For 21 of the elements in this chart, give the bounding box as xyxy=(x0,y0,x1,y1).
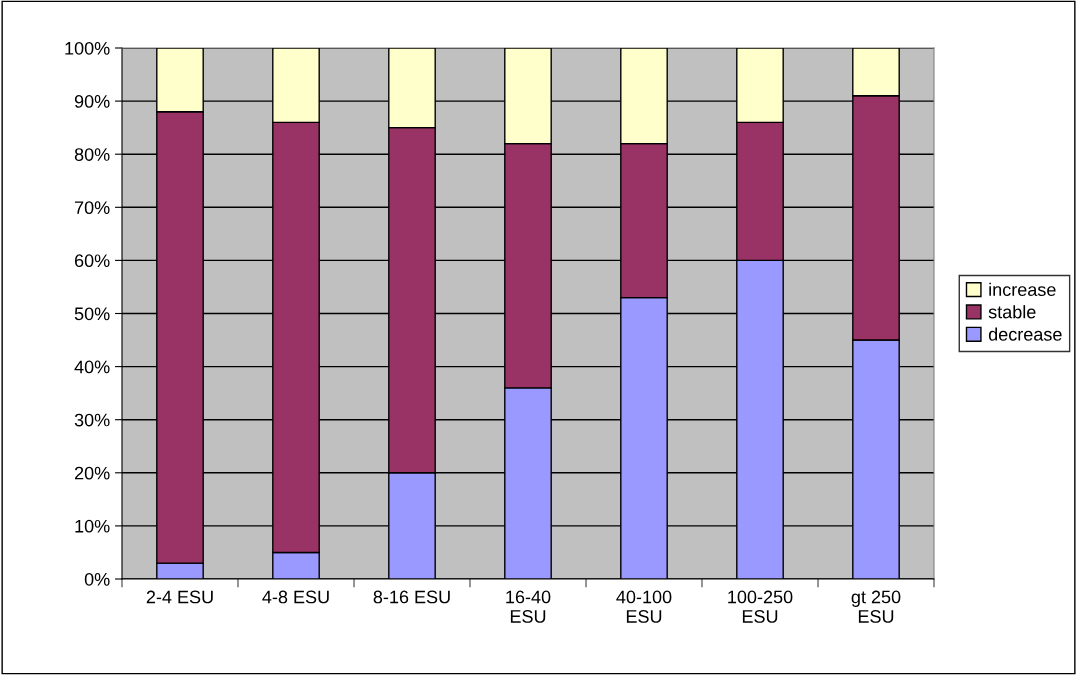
x-tick-label: 8-16 ESU xyxy=(373,590,450,604)
y-tick-label: 90% xyxy=(74,95,110,108)
y-tick-label: 50% xyxy=(74,307,110,321)
legend-label: stable xyxy=(988,305,1036,319)
y-tick-label: 30% xyxy=(74,413,110,427)
y-tick-label: 70% xyxy=(74,201,110,215)
x-tick-label: gt 250 ESU xyxy=(851,590,901,623)
legend-label: decrease xyxy=(988,327,1062,341)
y-tick-label: 0% xyxy=(84,572,110,586)
x-tick-label: 4-8 ESU xyxy=(262,590,329,604)
y-tick-label: 40% xyxy=(74,360,110,374)
y-tick-label: 10% xyxy=(75,519,110,533)
y-tick-label: 100% xyxy=(65,41,110,55)
x-tick-label: 2-4 ESU xyxy=(146,590,213,604)
y-tick-label: 20% xyxy=(74,466,110,480)
y-tick-label: 60% xyxy=(74,254,110,268)
legend-label: increase xyxy=(989,282,1056,297)
x-tick-label: 40-100 ESU xyxy=(616,590,672,623)
x-tick-label: 100-250 ESU xyxy=(728,590,793,623)
y-tick-label: 80% xyxy=(74,148,110,161)
x-tick-label: 16-40 ESU xyxy=(506,590,551,623)
